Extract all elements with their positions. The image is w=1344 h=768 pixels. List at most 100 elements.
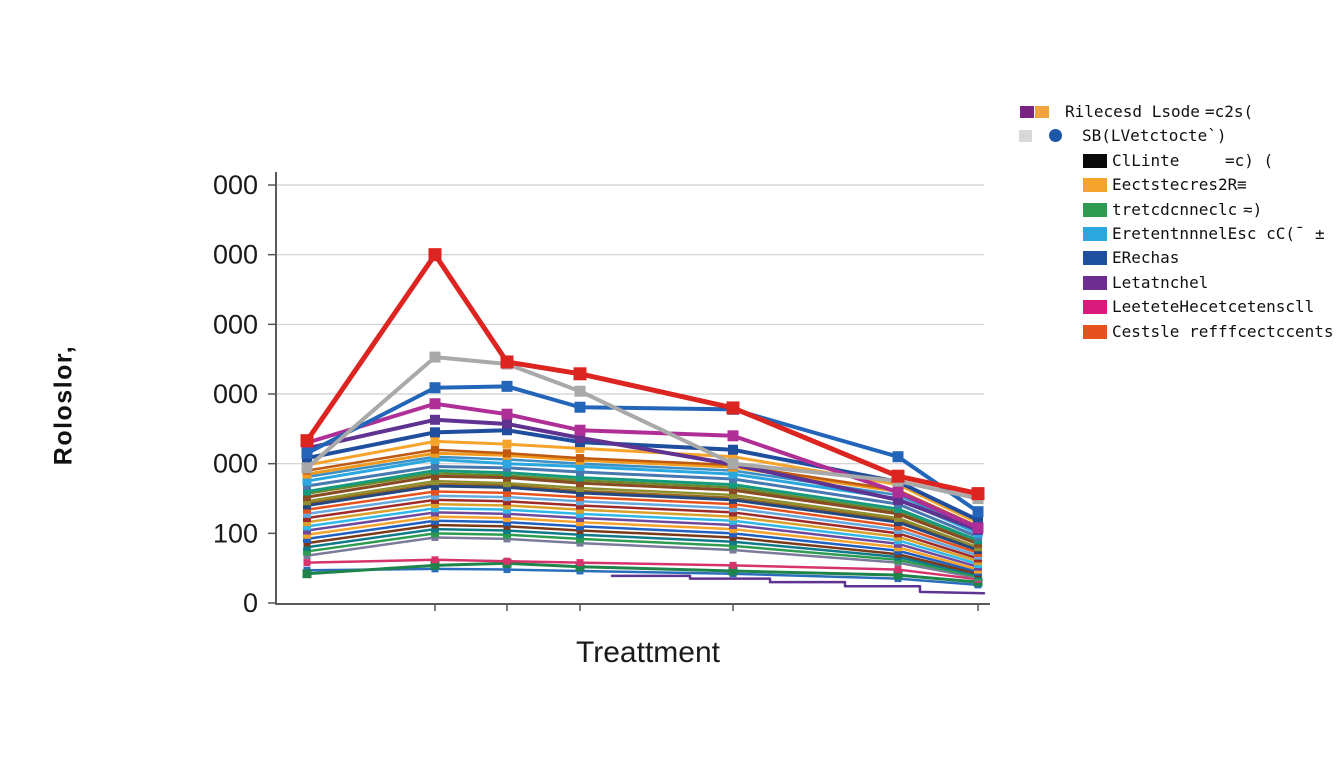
series-marker-b21 xyxy=(729,561,737,569)
series-marker-b1 xyxy=(502,439,512,449)
series-marker-b22 xyxy=(302,569,312,579)
series-marker-navy xyxy=(728,444,738,455)
series-marker-b7 xyxy=(894,514,902,523)
legend-item: Cestsle refffcectccents xyxy=(1015,320,1344,344)
series-marker-dpurple xyxy=(893,494,903,505)
series-marker-dpurple xyxy=(502,418,512,429)
series-marker-b21 xyxy=(431,556,439,564)
series-marker-b6 xyxy=(729,486,737,495)
series-marker-b12 xyxy=(576,505,584,514)
series-marker-b23 xyxy=(503,566,511,574)
series-marker-blue xyxy=(574,401,586,413)
series-marker-b20 xyxy=(576,539,584,547)
series-marker-red xyxy=(971,487,985,501)
series-marker-gray xyxy=(429,351,441,363)
series-marker-b4 xyxy=(431,462,439,471)
legend-square-swatch xyxy=(1083,227,1107,241)
series-marker-b4 xyxy=(729,474,737,483)
series-marker-b1 xyxy=(575,443,585,453)
series-marker-b6 xyxy=(503,473,511,482)
series-marker-b16 xyxy=(576,522,584,531)
series-marker-b20 xyxy=(303,552,311,560)
legend-label: Eectstecres2R xyxy=(1112,175,1238,195)
series-marker-b16 xyxy=(503,518,511,527)
series-marker-b17 xyxy=(303,539,311,547)
series-marker-b9 xyxy=(303,505,311,514)
series-marker-magenta xyxy=(972,522,984,534)
series-marker-b18 xyxy=(303,543,311,551)
series-marker-b17 xyxy=(431,521,439,529)
series-marker-b6 xyxy=(431,472,439,481)
y-tick-label: 100 xyxy=(213,518,258,548)
series-marker-b7 xyxy=(303,497,311,506)
series-group xyxy=(300,248,986,595)
legend-suffix: =c2s( xyxy=(1205,102,1254,121)
series-marker-blue xyxy=(429,382,441,394)
series-marker-b8 xyxy=(576,488,584,497)
series-marker-dpurple xyxy=(430,414,440,425)
series-marker-navy xyxy=(973,515,983,526)
series-marker-b13 xyxy=(431,504,439,513)
series-marker-red xyxy=(573,367,587,381)
series-marker-b21 xyxy=(894,566,902,574)
series-marker-b3 xyxy=(302,476,312,486)
series-marker-b20 xyxy=(503,535,511,543)
legend-square-swatch xyxy=(1083,251,1107,266)
series-marker-b3 xyxy=(728,469,738,479)
series-marker-b5 xyxy=(894,504,902,513)
legend-square-swatch xyxy=(1083,178,1107,193)
series-line-step-purple xyxy=(610,574,986,595)
series-marker-b12 xyxy=(303,518,311,527)
series-marker-b14 xyxy=(503,509,511,518)
series-marker-b18 xyxy=(503,527,511,535)
legend-square-swatch xyxy=(1083,202,1107,217)
series-marker-b8 xyxy=(503,483,511,492)
series-marker-b13 xyxy=(303,522,311,531)
series-marker-b3 xyxy=(430,454,440,464)
series-marker-b15 xyxy=(431,512,439,521)
series-marker-b20 xyxy=(729,546,737,554)
series-marker-b22 xyxy=(430,560,440,570)
series-marker-b24 xyxy=(503,449,511,458)
series-marker-blue xyxy=(501,380,513,392)
series-marker-b9 xyxy=(894,522,902,531)
series-marker-b15 xyxy=(576,518,584,527)
legend-item: Rilecesd Lsode =c2s( xyxy=(1015,100,1344,124)
series-marker-b15 xyxy=(303,530,311,539)
series-marker-b9 xyxy=(729,500,737,509)
series-marker-b16 xyxy=(303,534,311,543)
legend-label: EretentnnnelEsc cC(¯ xyxy=(1112,224,1305,243)
legend-dot-swatch xyxy=(1049,129,1062,143)
y-tick-label: 000 xyxy=(213,309,258,339)
legend-label: LeeteteHecetcetenscll xyxy=(1112,297,1315,317)
series-marker-b19 xyxy=(431,529,439,538)
series-marker-b22 xyxy=(575,562,585,572)
series-marker-b21 xyxy=(303,559,311,567)
legend-item: Eectstecres2R ≡ xyxy=(1015,173,1344,197)
series-marker-b5 xyxy=(303,487,311,496)
series-marker-b19 xyxy=(503,530,511,539)
series-marker-b10 xyxy=(431,491,439,500)
series-marker-b17 xyxy=(576,527,584,535)
series-marker-b15 xyxy=(729,525,737,534)
series-marker-b12 xyxy=(729,512,737,521)
legend-suffix: ≡ xyxy=(1237,175,1247,195)
y-axis-label: Roloslor, xyxy=(49,344,78,466)
series-marker-b9 xyxy=(576,493,584,502)
series-marker-b13 xyxy=(576,509,584,518)
series-marker-b13 xyxy=(503,505,511,514)
series-marker-b3 xyxy=(575,461,585,471)
legend-item: tretcdcnneclc ≂) xyxy=(1015,198,1344,222)
series-marker-b19 xyxy=(729,541,737,550)
series-marker-b10 xyxy=(303,509,311,518)
series-marker-blue xyxy=(892,451,904,463)
series-marker-b5 xyxy=(431,466,439,475)
legend-item: Letatnchel xyxy=(1015,271,1344,295)
series-marker-red xyxy=(300,434,314,448)
series-marker-b9 xyxy=(431,487,439,496)
axes: 0 100 000 000 000 000 000 xyxy=(213,170,990,618)
series-marker-b11 xyxy=(303,514,311,523)
series-marker-magenta xyxy=(727,430,739,442)
series-marker-blue xyxy=(301,447,313,459)
